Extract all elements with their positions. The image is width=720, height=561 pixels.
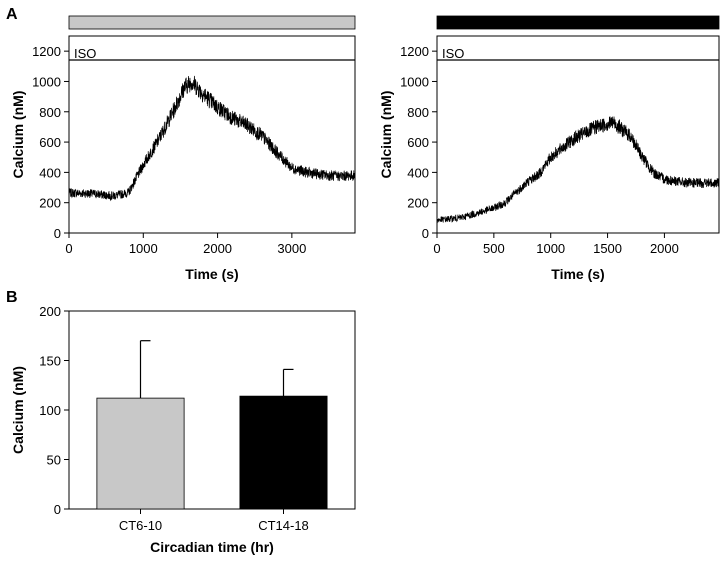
plot-frame [436, 35, 720, 234]
chart-b: 0 50 100 150 200 CT6-10 CT14-18 Circadian time … [10, 304, 356, 555]
x-tick-label: 1000 [129, 241, 158, 256]
x-axis-title: Time (s) [551, 266, 604, 282]
y-tick-label: 0 [422, 226, 429, 241]
y-tick-label: 100 [39, 403, 61, 418]
x-tick-label: 0 [65, 241, 72, 256]
panel-label-b: B [6, 289, 18, 306]
y-tick-label: 600 [39, 135, 61, 150]
y-axis-title: Calcium (nM) [378, 91, 394, 179]
panel-label-a: A [6, 6, 18, 23]
y-tick-label: 50 [47, 453, 61, 468]
x-tick-label: CT6-10 [119, 518, 162, 533]
calcium-trace [68, 75, 356, 202]
y-tick-label: 800 [39, 105, 61, 120]
y-tick-label: 1000 [32, 74, 61, 89]
x-tick-label: 3000 [277, 241, 306, 256]
x-tick-label: CT14-18 [258, 518, 309, 533]
y-tick-label: 200 [39, 196, 61, 211]
y-tick-label: 200 [407, 196, 429, 211]
y-tick-label: 200 [39, 304, 61, 319]
chart-a-right: ISO 0 200 400 600 800 1000 1200 0 500 1000 1500 2000… [378, 15, 720, 282]
x-axis-title: Circadian time (hr) [150, 539, 274, 555]
x-tick-label: 1500 [593, 241, 622, 256]
y-tick-label: 1200 [32, 44, 61, 59]
x-tick-label: 0 [433, 241, 440, 256]
y-tick-label: 800 [407, 105, 429, 120]
x-tick-label: 2000 [203, 241, 232, 256]
y-tick-label: 0 [54, 502, 61, 517]
plot-frame [68, 35, 356, 234]
y-tick-label: 400 [39, 165, 61, 180]
treatment-bar [68, 15, 356, 30]
x-axis-title: Time (s) [185, 266, 238, 282]
y-tick-label: 150 [39, 354, 61, 369]
calcium-trace [436, 116, 720, 224]
y-axis-title: Calcium (nM) [10, 366, 26, 454]
y-tick-label: 1000 [400, 74, 429, 89]
y-tick-label: 400 [407, 165, 429, 180]
y-tick-label: 600 [407, 135, 429, 150]
bar-ct14-18 [239, 395, 328, 510]
y-tick-label: 1200 [400, 44, 429, 59]
y-axis-title: Calcium (nM) [10, 91, 26, 179]
iso-label: ISO [74, 46, 96, 61]
bar-ct6-10 [96, 397, 185, 510]
chart-a-left: ISO 0 200 400 600 800 1000 1200 0 1000 2000 3000 Tim… [10, 15, 356, 282]
x-tick-label: 500 [483, 241, 505, 256]
treatment-bar [436, 15, 720, 30]
x-tick-label: 2000 [650, 241, 679, 256]
y-tick-label: 0 [54, 226, 61, 241]
iso-label: ISO [442, 46, 464, 61]
x-tick-label: 1000 [536, 241, 565, 256]
